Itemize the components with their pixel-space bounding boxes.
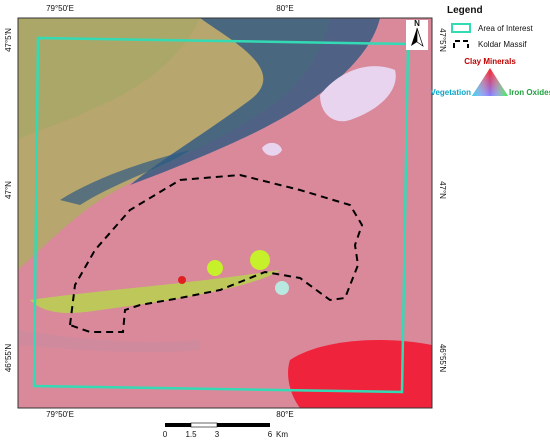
triangle-label: Iron Oxides xyxy=(509,88,550,97)
satellite-image xyxy=(18,18,432,408)
scale-label: 3 xyxy=(215,430,220,439)
coord-label: 80°E xyxy=(276,4,293,13)
scale-bar: 0 1.5 3 6 Km xyxy=(163,422,288,439)
area-of-interest xyxy=(32,36,410,394)
coord-label: 80°E xyxy=(276,410,293,419)
scale-label: 0 xyxy=(163,430,168,439)
north-label: N xyxy=(414,19,420,28)
legend-item: Area of Interest xyxy=(478,24,533,33)
coord-label: 46°55'N xyxy=(438,344,447,373)
koldar-massif-outline xyxy=(68,173,364,333)
triangle-label: Vegetation xyxy=(431,88,472,97)
scale-label: 1.5 xyxy=(185,430,197,439)
color-triangle-overlay xyxy=(472,68,508,96)
coord-label: 79°50'E xyxy=(46,410,74,419)
triangle-label: Clay Minerals xyxy=(464,57,516,66)
scale-unit: Km xyxy=(276,430,288,439)
coord-label: 79°50'E xyxy=(46,4,74,13)
legend-swatch xyxy=(451,23,471,33)
scale-label: 6 xyxy=(268,430,273,439)
north-arrow: N xyxy=(406,19,428,50)
coord-label: 47°N xyxy=(4,181,13,199)
legend-title: Legend xyxy=(447,5,483,16)
coord-label: 47°N xyxy=(438,181,447,199)
coord-label: 47°5'N xyxy=(438,28,447,52)
legend-swatch xyxy=(453,40,469,48)
coord-label: 47°5'N xyxy=(4,28,13,52)
coord-label: 46°55'N xyxy=(4,344,13,373)
legend-item: Koldar Massif xyxy=(478,40,527,49)
